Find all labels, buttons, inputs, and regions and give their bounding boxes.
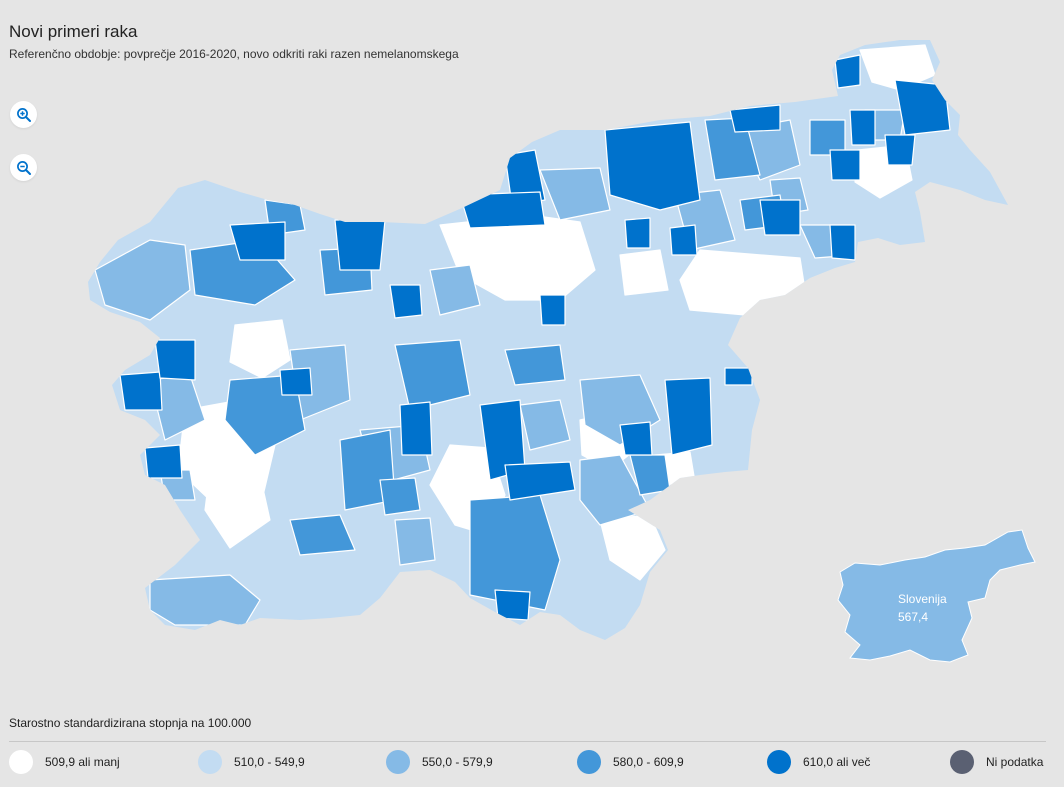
- legend-item-6[interactable]: Ni podatka: [950, 750, 1043, 774]
- legend-label: 509,9 ali manj: [45, 755, 120, 769]
- legend-item-4[interactable]: 580,0 - 609,9: [577, 750, 684, 774]
- zoom-in-button[interactable]: [10, 101, 37, 128]
- legend-item-1[interactable]: 509,9 ali manj: [9, 750, 120, 774]
- legend-item-5[interactable]: 610,0 ali več: [767, 750, 870, 774]
- legend-swatch: [386, 750, 410, 774]
- legend-label: 610,0 ali več: [803, 755, 871, 769]
- municipalities-580-610: [189, 117, 846, 611]
- page-subtitle: Referenčno obdobje: povprečje 2016-2020,…: [9, 47, 459, 61]
- legend-swatch: [9, 750, 33, 774]
- zoom-in-icon: [16, 107, 31, 122]
- legend-label: 550,0 - 579,9: [422, 755, 493, 769]
- legend-label: 510,0 - 549,9: [234, 755, 305, 769]
- legend-swatch: [950, 750, 974, 774]
- legend-swatch: [198, 750, 222, 774]
- municipality-layer: [88, 40, 1008, 640]
- zoom-out-icon: [16, 160, 31, 175]
- summary-value: 567,4: [898, 610, 929, 624]
- slovenia-summary-map[interactable]: [837, 529, 1036, 663]
- legend-swatch: [577, 750, 601, 774]
- legend-label: Ni podatka: [986, 755, 1044, 769]
- zoom-out-button[interactable]: [10, 154, 37, 181]
- legend-label: 580,0 - 609,9: [613, 755, 684, 769]
- legend-item-3[interactable]: 550,0 - 579,9: [386, 750, 493, 774]
- legend-title: Starostno standardizirana stopnja na 100…: [9, 716, 252, 730]
- municipalities-610-plus: [119, 54, 951, 621]
- legend-swatch: [767, 750, 791, 774]
- page-title: Novi primeri raka: [9, 22, 138, 41]
- summary-label: Slovenija: [898, 592, 947, 606]
- legend-divider: [9, 741, 1046, 742]
- legend-item-2[interactable]: 510,0 - 549,9: [198, 750, 305, 774]
